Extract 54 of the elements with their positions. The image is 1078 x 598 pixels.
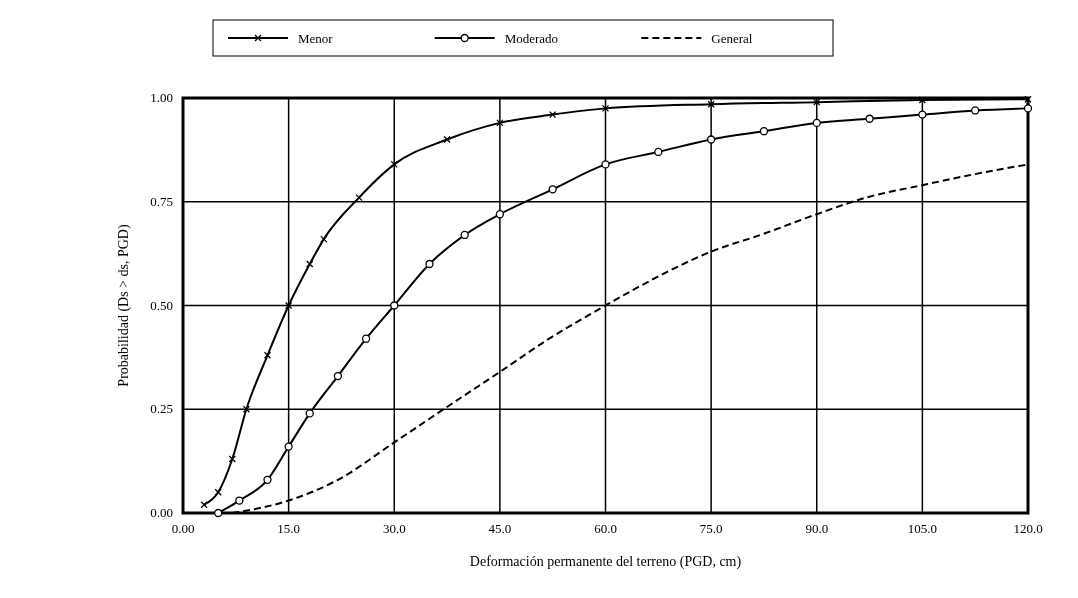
point [706,135,716,144]
x-axis-title: Deformación permanente del terreno (PGD, cm) [469,554,742,570]
legend-label: General [711,31,753,46]
x-tick-label: 30.0 [382,521,406,536]
point [971,106,980,115]
point [548,185,557,194]
point [235,496,244,505]
point [242,405,251,413]
x-tick-label: 0.00 [171,521,195,536]
x-tick-label: 105.0 [907,521,937,536]
x-tick-label: 45.0 [488,521,512,536]
point [1023,104,1033,113]
point [390,160,398,169]
point [460,230,469,240]
y-tick-label: 1.00 [150,90,173,105]
point [263,475,272,484]
point [355,193,363,202]
point [443,135,451,144]
y-tick-label: 0.75 [150,193,173,209]
point [306,260,314,268]
y-tick-label: 0.25 [150,401,173,417]
x-tick-label: 75.0 [699,521,723,536]
y-tick-label: 0.50 [150,297,173,313]
point [865,114,874,123]
x-tick-label: 120.0 [1013,521,1043,536]
y-axis-title: Probabilidad (Ds > ds, PGD) [116,224,132,387]
point [305,409,314,418]
legend-label: Moderado [504,31,559,46]
point [214,508,223,518]
point [549,110,557,119]
point [918,110,927,119]
x-tick-label: 15.0 [277,521,300,536]
point [654,147,663,157]
point [601,160,610,169]
point [495,210,505,219]
point [263,351,272,359]
point [812,118,821,128]
point [333,371,343,381]
point [601,104,610,113]
point [707,100,715,108]
point [390,301,399,310]
point [284,301,293,310]
point [320,235,328,243]
point [759,127,769,136]
x-tick-label: 90.0 [805,521,829,536]
point [200,501,208,509]
point [361,334,371,343]
point [425,259,434,269]
point [228,455,236,463]
y-tick-label: 0.00 [150,505,173,520]
legend-label: Menor [298,31,334,46]
point [284,442,293,451]
point [1024,95,1032,103]
x-tick-label: 60.0 [594,521,617,536]
